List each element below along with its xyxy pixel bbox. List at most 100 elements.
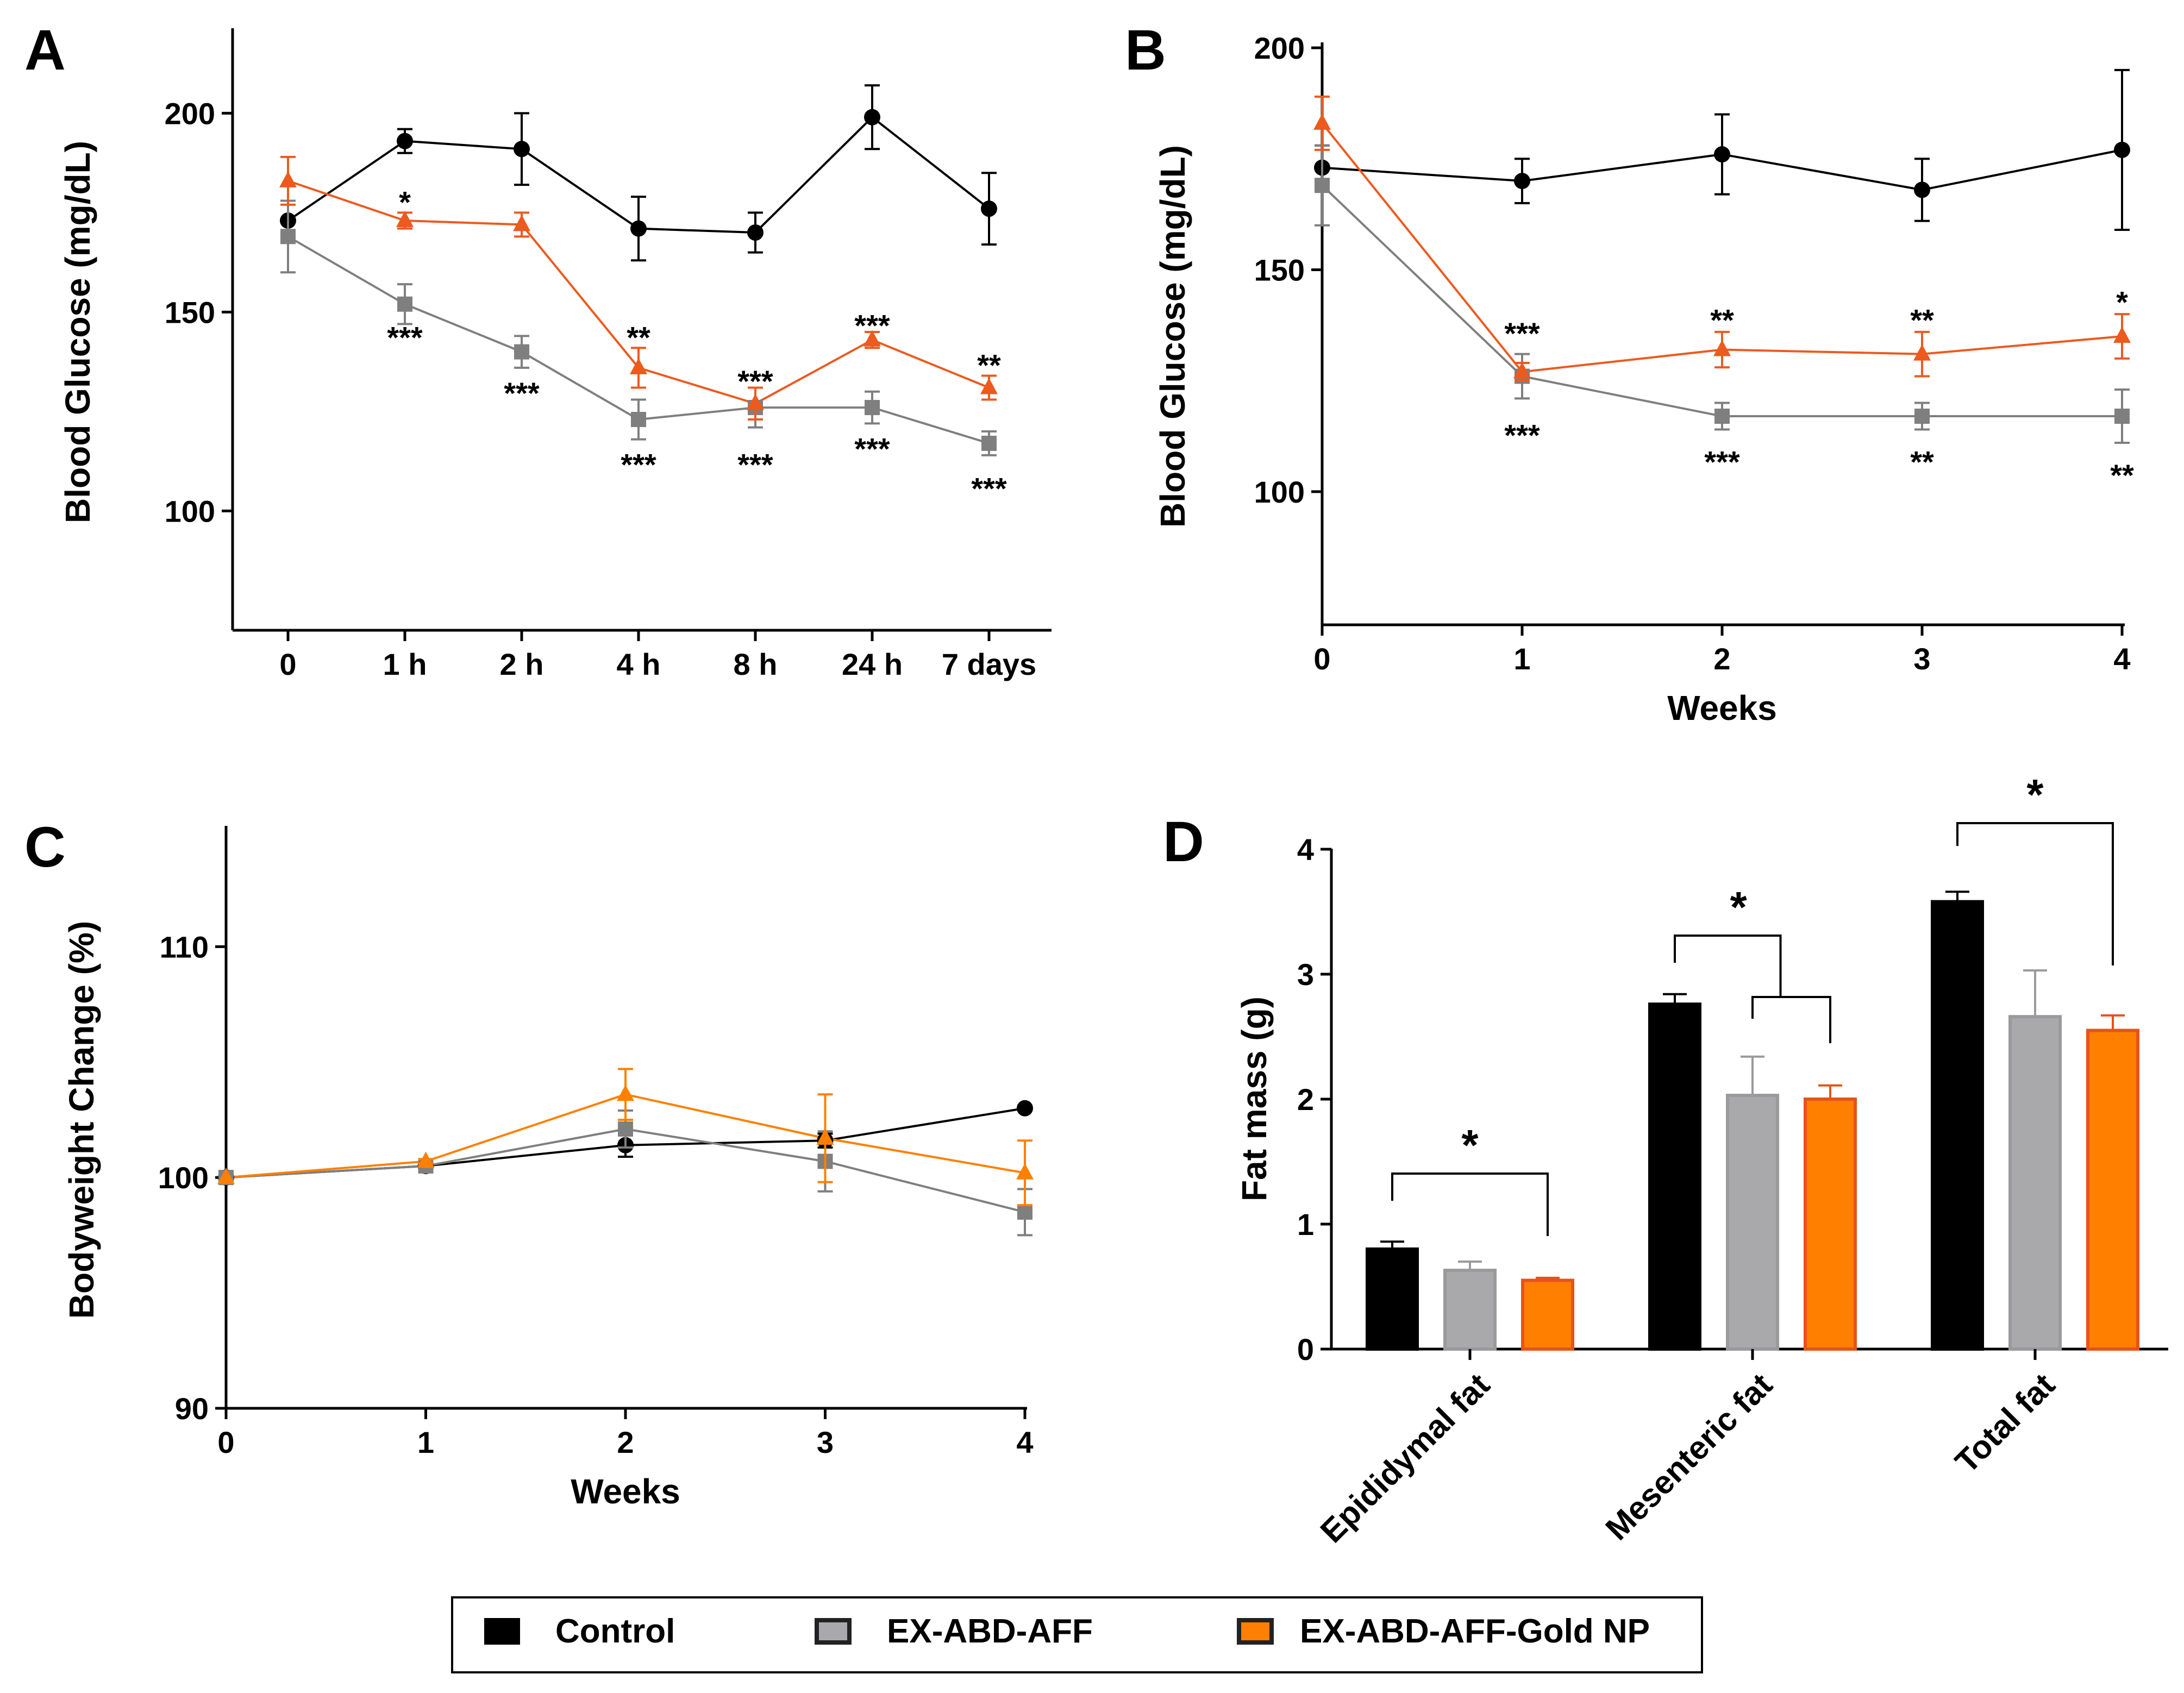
panel-c-x-tick-label: 4 [1016, 1425, 1033, 1459]
panel-d-significance-bracket [1751, 996, 1831, 1043]
panel-a-data-point [864, 109, 880, 126]
panel-a-significance-label: *** [854, 308, 890, 342]
panel-a-y-tick-label: 200 [165, 96, 215, 130]
panel-b-x-axis-label: Weeks [1667, 688, 1777, 728]
panel-c-y-tick-label: 90 [175, 1391, 209, 1426]
panel-c-data-point [217, 1168, 235, 1184]
panel-b-significance-label: ** [2110, 458, 2134, 492]
panel-letter-d: D [1163, 810, 1204, 874]
panel-b-significance-label: *** [1504, 316, 1540, 350]
legend-label-gold: EX-ABD-AFF-Gold NP [1300, 1613, 1650, 1650]
panel-b-significance-label: ** [1910, 445, 1934, 479]
panel-c-x-tick-label: 0 [217, 1425, 234, 1459]
legend-label-control: Control [555, 1613, 675, 1650]
panel-b-data-point [1913, 344, 1931, 361]
panel-c-x-tick-label: 2 [617, 1425, 634, 1459]
legend-swatch-gold [1237, 1618, 1274, 1645]
panel-a-x-tick-label: 4 h [617, 647, 661, 681]
panel-a-x-tick-label: 7 days [942, 647, 1036, 681]
panel-a-data-point [980, 378, 998, 394]
legend-swatch-control [484, 1618, 520, 1645]
panel-d-bar [1931, 900, 1984, 1351]
panel-a-data-point [863, 330, 881, 347]
panel-a-significance-label: ** [627, 320, 650, 354]
panel-a-significance-label: *** [854, 431, 890, 466]
panel-b-data-point [1514, 173, 1530, 190]
panel-b-significance-label: * [2116, 285, 2128, 319]
panel-d-bar [1521, 1278, 1574, 1351]
panel-b-x-tick-label: 0 [1313, 642, 1330, 676]
legend: Control EX-ABD-AFF EX-ABD-AFF-Gold NP [451, 1596, 1703, 1673]
panel-a-data-point [865, 400, 880, 416]
panel-c-data-point [617, 1084, 634, 1101]
panel-b-y-tick-label: 200 [1254, 31, 1305, 65]
panel-b-chart: 100 150 200 0 1 2 3 4 Blood Glucose (mg/dL) Weeks… [1153, 31, 2134, 728]
panel-d-significance-bracket [1674, 935, 1782, 997]
panel-c-x-axis-label: Weeks [571, 1472, 680, 1511]
panel-c-y-tick-label: 110 [160, 930, 209, 964]
panel-c-data-point [816, 1128, 834, 1145]
panel-a-data-point [396, 211, 414, 228]
panel-a-data-point [747, 224, 764, 241]
panel-d-x-tick-label: Mesenteric fat [1599, 1366, 1780, 1547]
panel-a-data-point [747, 393, 764, 410]
panel-a-data-point [397, 296, 412, 312]
panel-a-significance-label: *** [737, 364, 773, 398]
panel-a-x-tick-label: 0 [279, 647, 296, 681]
panel-a-data-point [630, 358, 647, 374]
panel-a-data-point [279, 171, 297, 187]
panel-b-significance-label: *** [1704, 445, 1740, 479]
panel-d-y-tick-label: 0 [1297, 1332, 1314, 1366]
panel-a-significance-label: * [399, 185, 411, 219]
panel-c-data-point [1017, 1100, 1033, 1117]
panel-d-y-tick-label: 2 [1297, 1082, 1314, 1117]
panel-c-x-tick-label: 1 [417, 1425, 434, 1459]
legend-frame [451, 1596, 1703, 1673]
panel-d-x-tick-label: Epididymal fat [1313, 1366, 1497, 1550]
panel-a-x-tick-label: 24 h [842, 647, 903, 681]
panel-b-x-tick-label: 1 [1513, 642, 1530, 676]
panel-d-significance-label: * [1461, 1121, 1479, 1169]
panel-c-y-axis-label: Bodyweight Change (%) [62, 921, 101, 1319]
panel-d-significance-bracket [1956, 822, 2114, 965]
panel-d-bar [2086, 1029, 2139, 1351]
panel-d-bar [2008, 1015, 2062, 1351]
panel-letter-b: B [1125, 18, 1166, 82]
panel-d-y-tick-label: 3 [1297, 957, 1314, 992]
panel-b-data-point [1714, 146, 1730, 163]
panel-d-significance-label: * [1730, 883, 1748, 931]
panel-d-bar [1726, 1094, 1779, 1351]
panel-a-y-tick-label: 150 [165, 295, 215, 329]
panel-a-x-tick-label: 8 h [734, 647, 778, 681]
panel-a-chart: 100 150 200 0 1 h 2 h 4 h 8 h 24 h 7 days Blood Gl… [58, 28, 1052, 681]
panel-a-significance-label: *** [737, 448, 773, 482]
panel-a-data-point [630, 220, 647, 237]
panel-b-data-point [1914, 181, 1930, 198]
panel-a-data-point [397, 133, 413, 149]
panel-d-significance-bracket [1391, 1172, 1549, 1236]
panel-a-significance-label: *** [971, 471, 1007, 505]
panel-d-y-tick-label: 4 [1297, 832, 1314, 867]
panel-b-data-point [2114, 141, 2130, 158]
panel-a-data-point [513, 215, 530, 231]
panel-a-data-point [514, 141, 530, 158]
panel-letter-c: C [24, 816, 66, 879]
panel-b-data-point [1313, 113, 1331, 130]
panel-a-data-point [280, 229, 296, 244]
panel-b-y-axis-label: Blood Glucose (mg/dL) [1153, 145, 1192, 528]
panel-a-data-point [631, 412, 646, 428]
panel-d-significance-label: * [2026, 770, 2044, 819]
panel-b-data-point [2114, 409, 2130, 424]
panel-a-x-tick-label: 2 h [500, 647, 544, 681]
panel-b-data-point [1315, 178, 1330, 193]
panel-c-chart: 90 100 110 0 1 2 3 4 Bodyweight Change (%) Weeks [62, 826, 1034, 1511]
panel-a-data-point [514, 344, 529, 360]
panel-d-y-tick-label: 1 [1297, 1207, 1314, 1241]
panel-letter-a: A [24, 18, 66, 82]
panel-d-bar [1648, 1002, 1701, 1351]
panel-a-y-axis-label: Blood Glucose (mg/dL) [58, 141, 97, 523]
panel-a-significance-label: ** [977, 348, 1001, 383]
legend-label-exabd: EX-ABD-AFF [887, 1613, 1093, 1650]
panel-c-x-tick-label: 3 [817, 1425, 834, 1459]
panel-d-bar [1366, 1247, 1419, 1351]
